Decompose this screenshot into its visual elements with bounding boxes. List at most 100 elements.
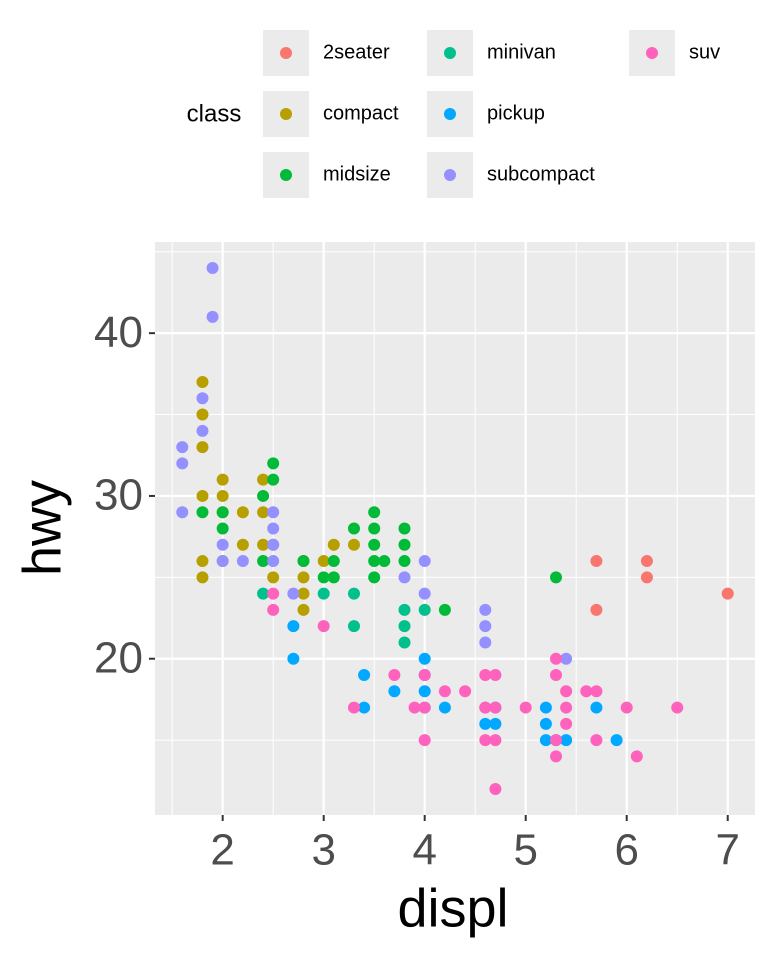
point bbox=[196, 392, 209, 405]
point bbox=[196, 571, 209, 584]
legend-marker bbox=[280, 47, 292, 59]
point bbox=[418, 669, 431, 682]
point bbox=[418, 652, 431, 665]
point bbox=[358, 701, 371, 714]
point bbox=[479, 669, 492, 682]
point bbox=[368, 506, 381, 519]
point bbox=[398, 620, 411, 633]
point bbox=[630, 750, 643, 763]
point bbox=[640, 571, 653, 584]
point bbox=[297, 555, 310, 568]
point bbox=[176, 506, 189, 519]
point bbox=[216, 538, 229, 551]
point bbox=[257, 587, 270, 600]
point bbox=[459, 685, 472, 698]
point bbox=[236, 555, 249, 568]
point bbox=[236, 506, 249, 519]
point bbox=[297, 571, 310, 584]
point bbox=[317, 571, 330, 584]
point bbox=[560, 701, 573, 714]
point bbox=[550, 669, 563, 682]
point bbox=[610, 734, 623, 747]
point bbox=[327, 555, 340, 568]
point bbox=[196, 375, 209, 388]
point bbox=[216, 489, 229, 502]
legend-label: 2seater bbox=[323, 41, 390, 63]
point bbox=[347, 522, 360, 535]
point bbox=[216, 522, 229, 535]
point bbox=[176, 441, 189, 454]
point bbox=[368, 555, 381, 568]
point bbox=[267, 473, 280, 486]
legend-label: compact bbox=[323, 102, 399, 124]
y-tick-label: 20 bbox=[94, 633, 143, 682]
point bbox=[287, 587, 300, 600]
point bbox=[257, 473, 270, 486]
panel bbox=[155, 242, 755, 815]
point bbox=[358, 669, 371, 682]
point bbox=[479, 717, 492, 730]
legend-title: class bbox=[187, 100, 242, 127]
point bbox=[550, 750, 563, 763]
point bbox=[267, 555, 280, 568]
point bbox=[196, 506, 209, 519]
point bbox=[539, 734, 552, 747]
point bbox=[398, 522, 411, 535]
legend-marker bbox=[444, 108, 456, 120]
point bbox=[327, 538, 340, 551]
x-tick-label: 3 bbox=[311, 826, 335, 875]
legend-marker bbox=[646, 47, 658, 59]
legend-marker bbox=[280, 108, 292, 120]
point bbox=[590, 685, 603, 698]
point bbox=[176, 457, 189, 470]
legend-label: minivan bbox=[487, 41, 556, 63]
point bbox=[347, 587, 360, 600]
legend-marker bbox=[444, 47, 456, 59]
point bbox=[398, 571, 411, 584]
point bbox=[408, 701, 421, 714]
point bbox=[418, 734, 431, 747]
point bbox=[317, 555, 330, 568]
point bbox=[560, 717, 573, 730]
point bbox=[550, 571, 563, 584]
point bbox=[398, 538, 411, 551]
y-axis-label: hwy bbox=[12, 480, 72, 576]
point bbox=[640, 555, 653, 568]
point bbox=[267, 538, 280, 551]
point bbox=[368, 571, 381, 584]
point bbox=[489, 734, 502, 747]
point bbox=[368, 538, 381, 551]
point bbox=[206, 262, 219, 275]
point bbox=[489, 701, 502, 714]
point bbox=[257, 506, 270, 519]
point bbox=[287, 652, 300, 665]
x-tick-label: 6 bbox=[614, 826, 638, 875]
point bbox=[398, 555, 411, 568]
point bbox=[236, 538, 249, 551]
point bbox=[267, 603, 280, 616]
point bbox=[196, 424, 209, 437]
point bbox=[418, 555, 431, 568]
point bbox=[721, 587, 734, 600]
point bbox=[560, 685, 573, 698]
legend-label: pickup bbox=[487, 102, 545, 124]
point bbox=[418, 603, 431, 616]
point bbox=[378, 555, 391, 568]
point bbox=[257, 489, 270, 502]
point bbox=[196, 489, 209, 502]
point bbox=[489, 717, 502, 730]
point bbox=[479, 636, 492, 649]
point bbox=[257, 538, 270, 551]
point bbox=[590, 603, 603, 616]
point bbox=[671, 701, 684, 714]
point bbox=[438, 603, 451, 616]
point bbox=[216, 506, 229, 519]
point bbox=[418, 685, 431, 698]
legend-marker bbox=[280, 169, 292, 181]
point bbox=[267, 571, 280, 584]
x-tick-label: 2 bbox=[210, 826, 234, 875]
point bbox=[216, 473, 229, 486]
x-tick-label: 7 bbox=[715, 826, 739, 875]
point bbox=[398, 636, 411, 649]
